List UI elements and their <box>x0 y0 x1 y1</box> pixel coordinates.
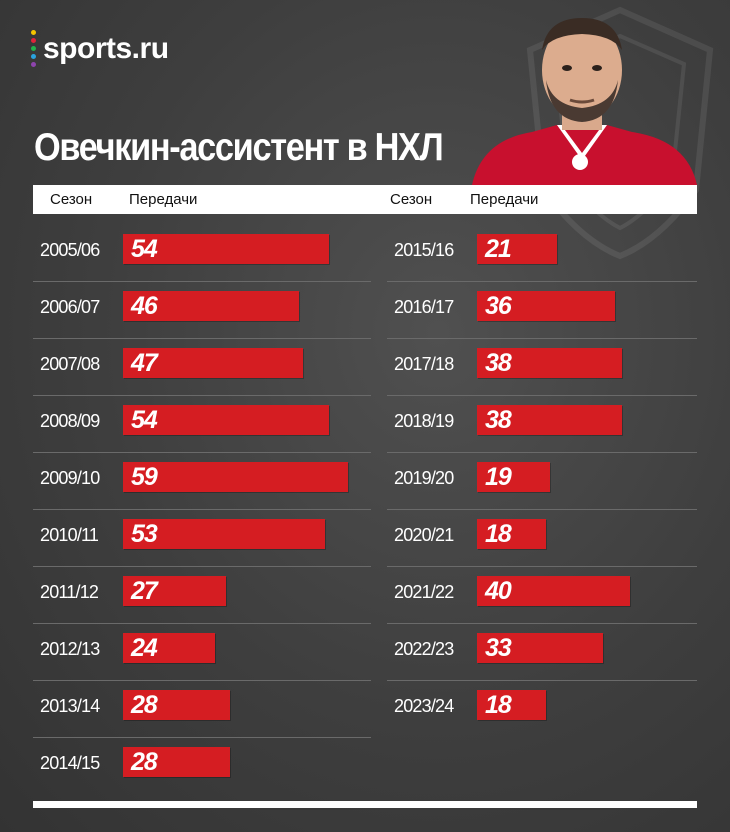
season-label: 2018/19 <box>394 411 454 431</box>
player-portrait <box>472 18 697 185</box>
chart-row: 2009/10 59 <box>33 452 371 510</box>
logo-dot <box>31 46 36 51</box>
assists-bar <box>123 348 303 378</box>
assists-bar <box>123 462 348 492</box>
assists-bar <box>123 690 230 720</box>
assists-value-label: 28 <box>131 691 158 719</box>
assists-value-label: 33 <box>485 634 512 662</box>
assists-value-label: 19 <box>485 463 512 491</box>
assists-bar <box>477 462 550 492</box>
chart-row: 2013/14 28 <box>33 680 371 738</box>
chart-title: Овечкин-ассистент в НХЛ <box>34 126 444 169</box>
season-label: 2005/06 <box>40 240 100 260</box>
season-label: 2014/15 <box>40 753 100 773</box>
chart-row: 2016/17 36 <box>387 281 697 339</box>
chart-row: 2010/11 53 <box>33 509 371 567</box>
assists-bar <box>123 576 226 606</box>
season-label: 2019/20 <box>394 468 454 488</box>
season-label: 2008/09 <box>40 411 100 431</box>
assists-bar <box>477 690 546 720</box>
chart-row: 2007/08 47 <box>33 338 371 396</box>
season-label: 2017/18 <box>394 354 454 374</box>
season-label: 2022/23 <box>394 639 454 659</box>
season-label: 2016/17 <box>394 297 454 317</box>
chart-row: 2018/19 38 <box>387 395 697 453</box>
season-label: 2012/13 <box>40 639 100 659</box>
season-label: 2023/24 <box>394 696 454 716</box>
chart-row: 2005/06 54 <box>33 224 371 282</box>
assists-value-label: 18 <box>485 691 512 719</box>
header-assists-right: Передачи <box>470 191 539 208</box>
assists-value-label: 40 <box>485 577 512 605</box>
season-label: 2006/07 <box>40 297 100 317</box>
assists-bar <box>477 405 622 435</box>
chart-row: 2006/07 46 <box>33 281 371 339</box>
header-season-left: Сезон <box>50 191 93 208</box>
assists-bar <box>123 519 325 549</box>
logo-dot <box>31 30 36 35</box>
logo-dot <box>31 54 36 59</box>
assists-bar <box>477 348 622 378</box>
chart-row: 2014/15 28 <box>33 737 371 794</box>
season-label: 2010/11 <box>40 525 99 545</box>
assists-value-label: 47 <box>131 349 158 377</box>
sports-ru-logo: sports.ru <box>31 30 169 67</box>
season-label: 2013/14 <box>40 696 100 716</box>
assists-value-label: 38 <box>485 349 512 377</box>
chart-row: 2017/18 38 <box>387 338 697 396</box>
assists-value-label: 28 <box>131 748 158 776</box>
season-label: 2009/10 <box>40 468 100 488</box>
assists-value-label: 38 <box>485 406 512 434</box>
assists-value-label: 27 <box>131 577 158 605</box>
assists-bar <box>123 234 329 264</box>
assists-value-label: 46 <box>131 292 158 320</box>
chart-row: 2021/22 40 <box>387 566 697 624</box>
assists-bar <box>477 633 603 663</box>
season-label: 2020/21 <box>394 525 454 545</box>
logo-dot <box>31 62 36 67</box>
assists-bar <box>123 291 299 321</box>
assists-bar <box>123 747 230 777</box>
season-label: 2015/16 <box>394 240 454 260</box>
assists-value-label: 36 <box>485 292 512 320</box>
assists-bar <box>477 519 546 549</box>
assists-value-label: 59 <box>131 463 158 491</box>
assists-value-label: 54 <box>131 235 158 263</box>
assists-bar <box>477 291 615 321</box>
chart-row: 2022/23 33 <box>387 623 697 681</box>
assists-bar <box>477 234 557 264</box>
assists-value-label: 53 <box>131 520 158 548</box>
assists-value-label: 24 <box>131 634 158 662</box>
chart-row: 2019/20 19 <box>387 452 697 510</box>
table-header: Сезон Передачи Сезон Передачи <box>33 185 697 214</box>
logo-dots-icon <box>31 30 36 67</box>
season-label: 2011/12 <box>40 582 99 602</box>
logo-dot <box>31 38 36 43</box>
season-label: 2021/22 <box>394 582 454 602</box>
chart-row: 2020/21 18 <box>387 509 697 567</box>
assists-value-label: 54 <box>131 406 158 434</box>
assists-bar <box>123 633 215 663</box>
header-assists-left: Передачи <box>129 191 198 208</box>
chart-row: 2008/09 54 <box>33 395 371 453</box>
assists-bar <box>123 405 329 435</box>
chart-row: 2023/24 18 <box>387 680 697 737</box>
header-season-right: Сезон <box>390 191 433 208</box>
assists-value-label: 21 <box>485 235 512 263</box>
season-label: 2007/08 <box>40 354 100 374</box>
footer-divider <box>33 801 697 808</box>
logo-text: sports.ru <box>43 31 169 65</box>
chart-row: 2012/13 24 <box>33 623 371 681</box>
chart-row: 2011/12 27 <box>33 566 371 624</box>
chart-row: 2015/16 21 <box>387 224 697 282</box>
assists-bar <box>477 576 630 606</box>
assists-value-label: 18 <box>485 520 512 548</box>
